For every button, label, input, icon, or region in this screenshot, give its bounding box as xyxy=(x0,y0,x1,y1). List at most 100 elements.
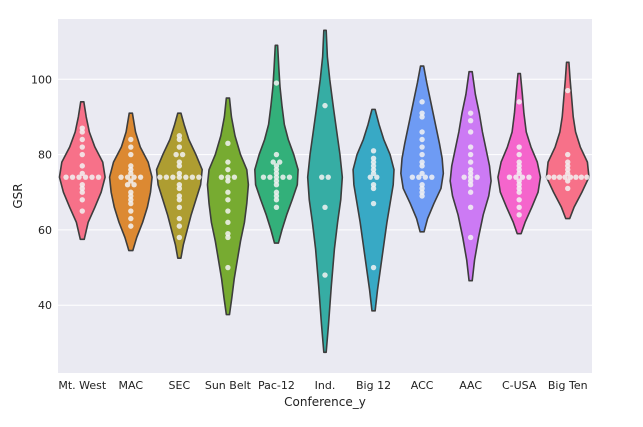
violin-ind- xyxy=(306,29,344,354)
swarm-point xyxy=(225,230,231,237)
swarm-point xyxy=(260,174,267,180)
swarm-point xyxy=(516,163,522,169)
swarm-point xyxy=(79,129,85,135)
swarm-point xyxy=(131,174,137,180)
swarm-point xyxy=(419,110,425,116)
swarm-point xyxy=(270,159,276,165)
swarm-point xyxy=(409,174,416,180)
swarm-point xyxy=(79,163,85,169)
swarm-point xyxy=(128,136,134,143)
swarm-point xyxy=(176,182,183,188)
x-axis-title: Conference_y xyxy=(284,395,366,409)
swarm-point xyxy=(176,215,183,222)
swarm-point xyxy=(416,174,422,180)
swarm-point xyxy=(273,197,280,203)
swarm-point xyxy=(565,163,571,169)
y-tick-label: 40 xyxy=(38,299,52,312)
violin-mt-west xyxy=(58,101,106,241)
violin-big-ten xyxy=(545,61,590,220)
swarm-point xyxy=(273,163,280,169)
swarm-point xyxy=(516,185,522,192)
swarm-point xyxy=(128,189,134,195)
x-tick-label: ACC xyxy=(411,379,434,392)
swarm-point xyxy=(131,182,137,188)
swarm-point xyxy=(176,163,183,169)
swarm-point xyxy=(467,204,474,210)
swarm-point xyxy=(551,174,557,180)
swarm-point xyxy=(429,174,435,180)
swarm-point xyxy=(273,182,280,188)
swarm-point xyxy=(79,151,85,158)
swarm-point xyxy=(176,204,183,210)
swarm-point xyxy=(225,189,231,195)
swarm-point xyxy=(467,110,474,116)
swarm-point xyxy=(128,166,134,173)
swarm-point xyxy=(79,208,85,214)
swarm-point xyxy=(273,189,280,195)
swarm-point xyxy=(374,174,380,180)
swarm-point xyxy=(578,174,585,180)
swarm-point xyxy=(419,193,425,199)
swarm-point xyxy=(322,272,328,278)
y-tick-label: 60 xyxy=(38,224,52,237)
swarm-point xyxy=(419,151,425,158)
swarm-point xyxy=(176,133,183,139)
swarm-point xyxy=(474,174,480,180)
swarm-point xyxy=(128,215,134,222)
swarm-point xyxy=(157,174,163,180)
swarm-point xyxy=(422,174,429,180)
swarm-point xyxy=(176,144,183,150)
swarm-point xyxy=(370,264,377,271)
swarm-point xyxy=(79,136,85,143)
swarm-point xyxy=(273,80,280,86)
swarm-point xyxy=(196,174,202,180)
swarm-point xyxy=(516,159,522,165)
swarm-point xyxy=(82,174,89,180)
swarm-point xyxy=(128,151,134,158)
x-tick-label: AAC xyxy=(459,379,482,392)
swarm-point xyxy=(128,208,134,214)
swarm-point xyxy=(128,163,134,169)
x-tick-label: Big Ten xyxy=(548,379,588,392)
swarm-point xyxy=(545,174,552,180)
swarm-point xyxy=(565,151,571,158)
swarm-point xyxy=(267,174,273,180)
swarm-point xyxy=(467,166,474,173)
swarm-point xyxy=(79,189,85,195)
swarm-point xyxy=(467,159,474,165)
swarm-point xyxy=(225,208,231,214)
swarm-point xyxy=(419,182,425,188)
swarm-point xyxy=(370,200,377,207)
swarm-point xyxy=(370,155,377,162)
x-tick-label: Mt. West xyxy=(58,379,107,392)
swarm-point xyxy=(467,170,474,177)
swarm-point xyxy=(519,174,526,180)
swarm-point xyxy=(467,144,474,150)
swarm-point xyxy=(367,174,373,180)
swarm-point xyxy=(183,174,189,180)
swarm-point xyxy=(516,151,522,158)
swarm-point xyxy=(319,174,325,180)
swarm-point xyxy=(225,197,231,203)
swarm-point xyxy=(419,185,425,192)
swarm-point xyxy=(370,163,377,169)
swarm-point xyxy=(79,170,85,177)
swarm-point xyxy=(179,151,186,158)
y-tick-label: 80 xyxy=(38,149,52,162)
swarm-point xyxy=(370,166,377,173)
swarm-point xyxy=(124,174,131,180)
swarm-point xyxy=(273,151,280,158)
swarm-point xyxy=(565,170,571,177)
swarm-point xyxy=(286,174,293,180)
swarm-point xyxy=(584,174,590,180)
swarm-point xyxy=(467,189,474,195)
swarm-point xyxy=(124,182,131,188)
swarm-point xyxy=(225,219,231,226)
swarm-point xyxy=(231,174,238,180)
swarm-point xyxy=(565,166,571,173)
swarm-point xyxy=(567,174,574,180)
x-tick-label: Big 12 xyxy=(356,379,391,392)
swarm-point xyxy=(419,114,425,120)
violin-pac-12 xyxy=(254,44,299,244)
